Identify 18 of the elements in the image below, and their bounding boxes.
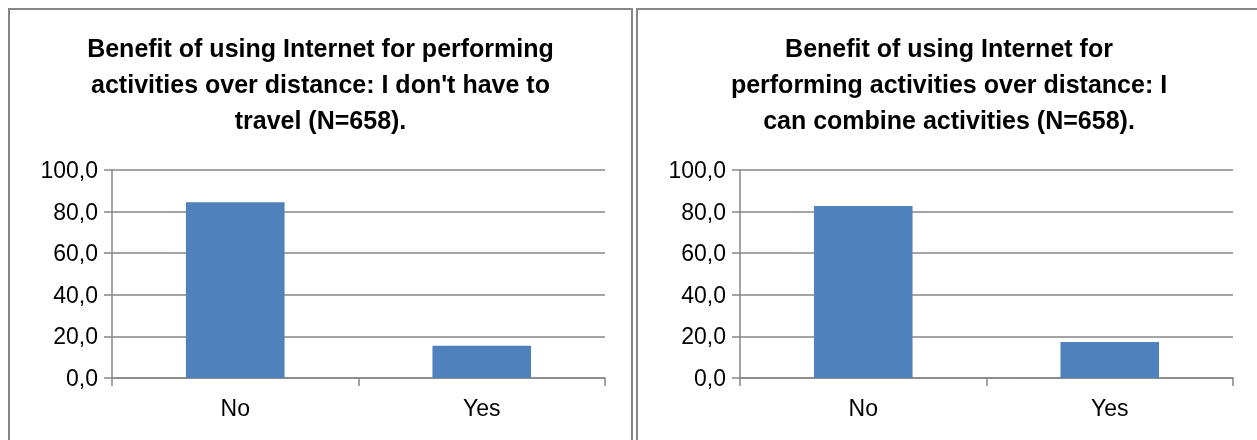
chart-title: Benefit of using Internet for performing activities over distance: I don't have to travel (N=658). — [86, 33, 555, 136]
y-tick-label: 20,0 — [53, 323, 98, 350]
y-tick-label: 40,0 — [681, 281, 726, 308]
y-tick-label: 60,0 — [681, 240, 726, 267]
y-tick-label: 100,0 — [668, 157, 726, 183]
y-tick-label: 100,0 — [40, 157, 98, 183]
y-tick-label: 60,0 — [53, 240, 98, 267]
x-tick-label: Yes — [1090, 394, 1129, 421]
y-tick-label: 40,0 — [53, 281, 98, 308]
y-tick-label: 80,0 — [681, 198, 726, 225]
x-tick-label: Yes — [462, 394, 501, 421]
y-tick-label: 20,0 — [681, 323, 726, 350]
chart-title: Benefit of using Internet for performing activities over distance: I can combine activities (N=658). — [729, 33, 1169, 136]
y-tick-label: 80,0 — [53, 198, 98, 225]
y-tick-label: 0,0 — [694, 365, 726, 391]
x-tick-label: No — [220, 394, 250, 421]
x-tick-label: No — [848, 394, 878, 421]
y-tick-label: 0,0 — [66, 365, 98, 391]
